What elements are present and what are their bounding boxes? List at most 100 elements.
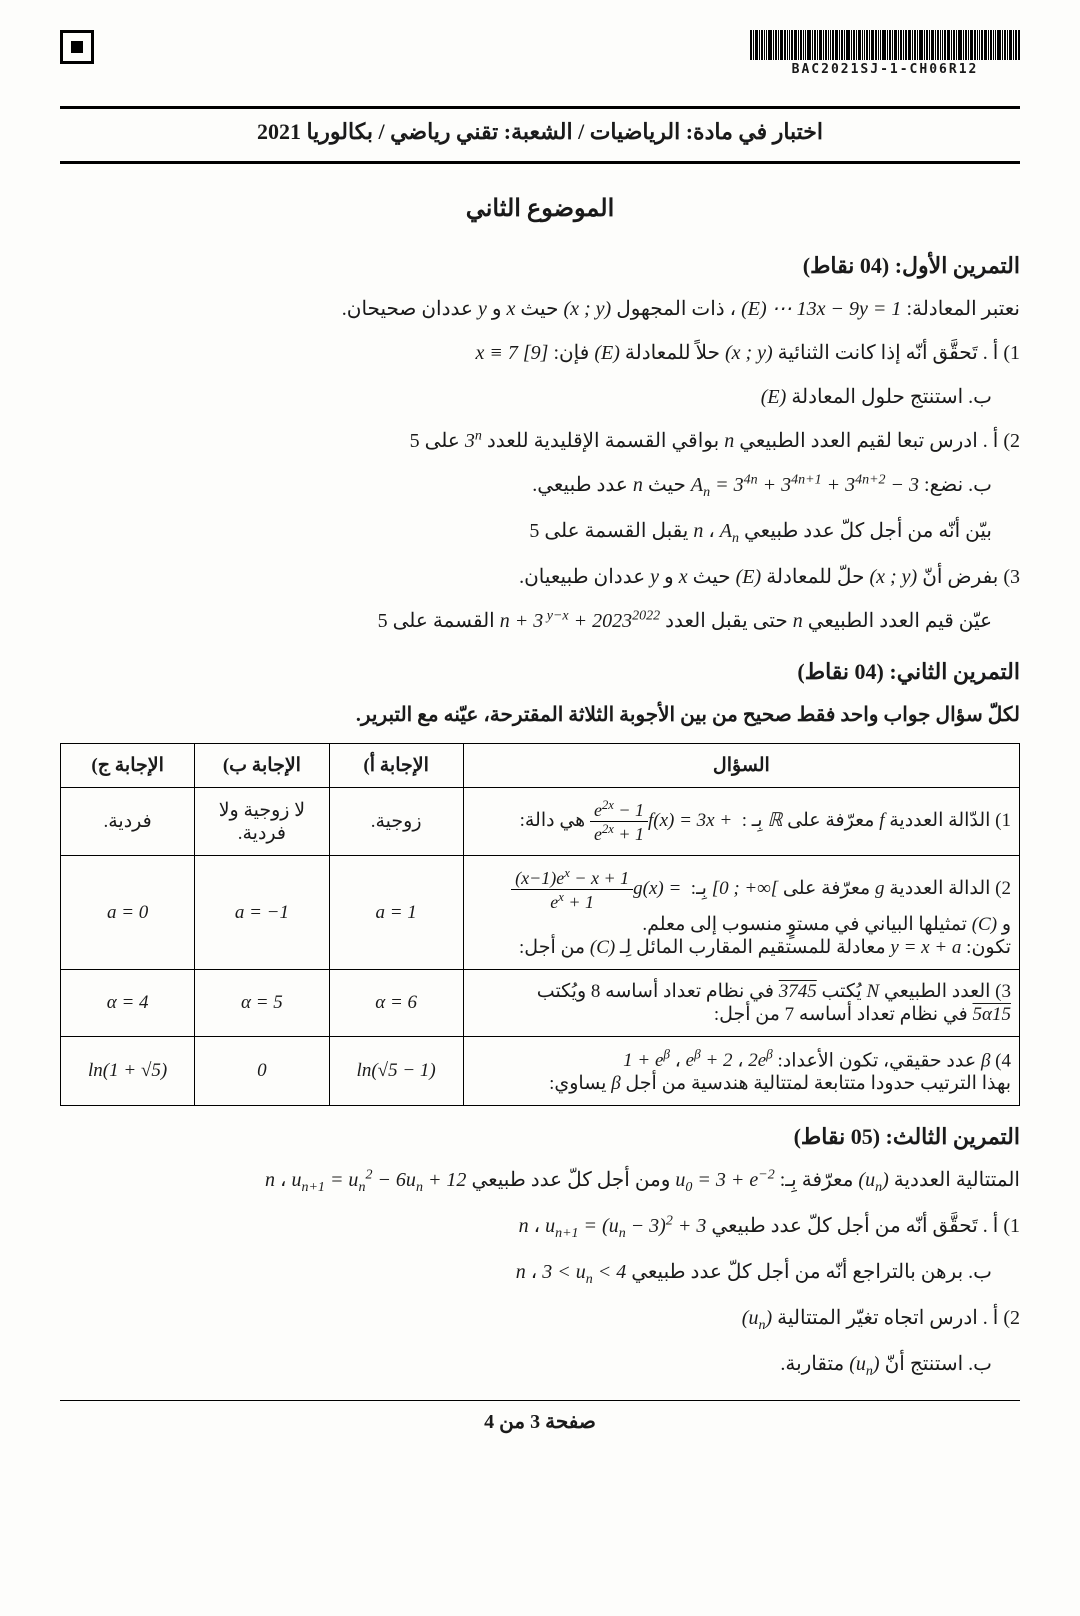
text: في نظام تعداد أساسه 7 من أجل: (714, 1004, 968, 1025)
rec: un+1 = un2 − 6un + 12 (291, 1169, 466, 1191)
An-def: An = 34n + 34n+1 + 34n+2 − 3 (691, 474, 919, 496)
u0: u0 = 3 + e−2 (675, 1169, 774, 1191)
text: حتى يقبل العدد (660, 610, 788, 632)
text: من (494, 1411, 525, 1433)
a1b: لا زوجية ولا فردية. (195, 788, 329, 856)
g-expr: g(x) = (633, 878, 686, 899)
text: القسمة على 5 (378, 610, 495, 632)
fraction: e2x − 1e2x + 1 (590, 798, 648, 845)
xy: (x ; y) (869, 566, 917, 588)
text: 4) (990, 1050, 1011, 1071)
text: عدد طبيعي. (532, 474, 628, 496)
ex3-title: التمرين الثالث: (05 نقاط) (60, 1124, 1020, 1150)
text: عددان طبيعيان. (519, 566, 645, 588)
text: متقاربة. (780, 1353, 844, 1375)
th-c: الإجابة ج) (61, 744, 195, 788)
top-bar: BAC2021SJ-1-CH06R12 (60, 30, 1020, 100)
n: n (516, 1261, 526, 1283)
text: من أجل: (519, 937, 585, 958)
text: حيث (688, 566, 731, 588)
yxa: y = x + a (890, 937, 961, 958)
overline-3745: 3745 (779, 981, 817, 1003)
text: نعتبر المعادلة: (901, 298, 1020, 320)
ex3-body: المتتالية العددية (un) معرّفة بِـ: u0 = … (60, 1160, 1020, 1386)
th-b: الإجابة ب) (195, 744, 329, 788)
text: المتتالية العددية (889, 1169, 1020, 1191)
text: 2) الدالة العددية (884, 878, 1011, 899)
text: فإن: (548, 342, 589, 364)
n: n (793, 610, 803, 632)
page-current: 3 (530, 1411, 540, 1433)
three-n: 3n (465, 430, 482, 452)
fraction: (x−1)ex − x + 1ex + 1 (511, 866, 633, 913)
ex1-title: التمرين الأول: (04 نقاط) (60, 253, 1020, 279)
text: تمثيلها البياني في مستوٍ منسوب إلى معلم. (642, 914, 967, 935)
text: و (997, 914, 1011, 935)
xy: (x ; y) (563, 298, 611, 320)
text: 2) أ . ادرس اتجاه تغيّر المتتالية (772, 1307, 1020, 1329)
n: n (693, 520, 703, 542)
text: ، (534, 1215, 545, 1237)
a4a: ln(√5 − 1) (329, 1037, 463, 1106)
E: (E) (736, 566, 762, 588)
q3: 3) العدد الطبيعي N يُكتب 3745 في نظام تع… (463, 970, 1019, 1037)
a2b: a = −1 (195, 856, 329, 970)
un: (un) (742, 1307, 772, 1329)
text: 1) أ . تَحقَّق أنّه إذا كانت الثنائية (773, 342, 1020, 364)
table-row: 4) β عدد حقيقي، تكون الأعداد: 1 + eβ ، e… (61, 1037, 1020, 1106)
n: n (724, 430, 734, 452)
text: 1) الدّالة العددية (884, 810, 1011, 831)
text: ب. استنتج حلول المعادلة (786, 386, 992, 408)
table-row: السؤال الإجابة أ) الإجابة ب) الإجابة ج) (61, 744, 1020, 788)
text: 1) أ . تَحقَّق أنّه من أجل كلّ عدد طبيعي (706, 1215, 1020, 1237)
text: عيّن قيم العدد الطبيعي (803, 610, 992, 632)
n: n (519, 1215, 529, 1237)
sep: ، (737, 1050, 748, 1071)
rec2: un+1 = (un − 3)2 + 3 (545, 1215, 706, 1237)
equation-E: (E) ⋯ 13x − 9y = 1 (741, 298, 901, 320)
n: n (265, 1169, 275, 1191)
text: و (487, 298, 502, 320)
th-a: الإجابة أ) (329, 744, 463, 788)
N: N (866, 981, 879, 1002)
a4b: 0 (195, 1037, 329, 1106)
table-row: 3) العدد الطبيعي N يُكتب 3745 في نظام تع… (61, 970, 1020, 1037)
An: An (720, 520, 739, 542)
text: ب. استنتج أنّ (880, 1353, 992, 1375)
text: يقبل القسمة على 5 (529, 520, 688, 542)
C: (C) (972, 914, 997, 935)
text: 2) أ . ادرس تبعا لقيم العدد الطبيعي (734, 430, 1020, 452)
text: معرّفة بِـ: (775, 1169, 854, 1191)
text: هي دالة: (520, 810, 586, 831)
mod: x ≡ 7 [9] (475, 342, 548, 364)
text: يساوي: (549, 1073, 606, 1094)
exam-page: BAC2021SJ-1-CH06R12 اختبار في مادة: الري… (0, 0, 1080, 1616)
table-row: 1) الدّالة العددية f معرّفة على ℝ بِـ : … (61, 788, 1020, 856)
text: ب. نضع: (919, 474, 992, 496)
un: (un) (858, 1169, 888, 1191)
th-question: السؤال (463, 744, 1019, 788)
a3b: α = 5 (195, 970, 329, 1037)
text: حيث (515, 298, 558, 320)
text: حلّ للمعادلة (761, 566, 864, 588)
E: (E) (761, 386, 787, 408)
text: حلاً للمعادلة (620, 342, 720, 364)
text: يُكتب (817, 981, 862, 1002)
big-expr: n + 3 y−x + 20232022 (500, 610, 660, 632)
divider (60, 161, 1020, 164)
seq3: 2eβ (748, 1050, 773, 1071)
text: بيّن أنّه من أجل كلّ عدد طبيعي (739, 520, 992, 542)
beta: β (611, 1073, 620, 1094)
text: 3) العدد الطبيعي (879, 981, 1011, 1002)
q1: 1) الدّالة العددية f معرّفة على ℝ بِـ : … (463, 788, 1019, 856)
x: x (679, 566, 688, 588)
a1a: زوجية. (329, 788, 463, 856)
y: y (650, 566, 659, 588)
text: معادلة للمستقيم المقارب المائل لِـ (615, 937, 885, 958)
text: 3) بفرض أنّ (917, 566, 1020, 588)
ex1-body: نعتبر المعادلة: (E) ⋯ 13x − 9y = 1 ، ذات… (60, 289, 1020, 641)
ex2-title: التمرين الثاني: (04 نقاط) (60, 659, 1020, 685)
text: معرّفة على (778, 878, 870, 899)
seq1: 1 + eβ (623, 1050, 670, 1071)
answer-table: السؤال الإجابة أ) الإجابة ب) الإجابة ج) … (60, 743, 1020, 1106)
